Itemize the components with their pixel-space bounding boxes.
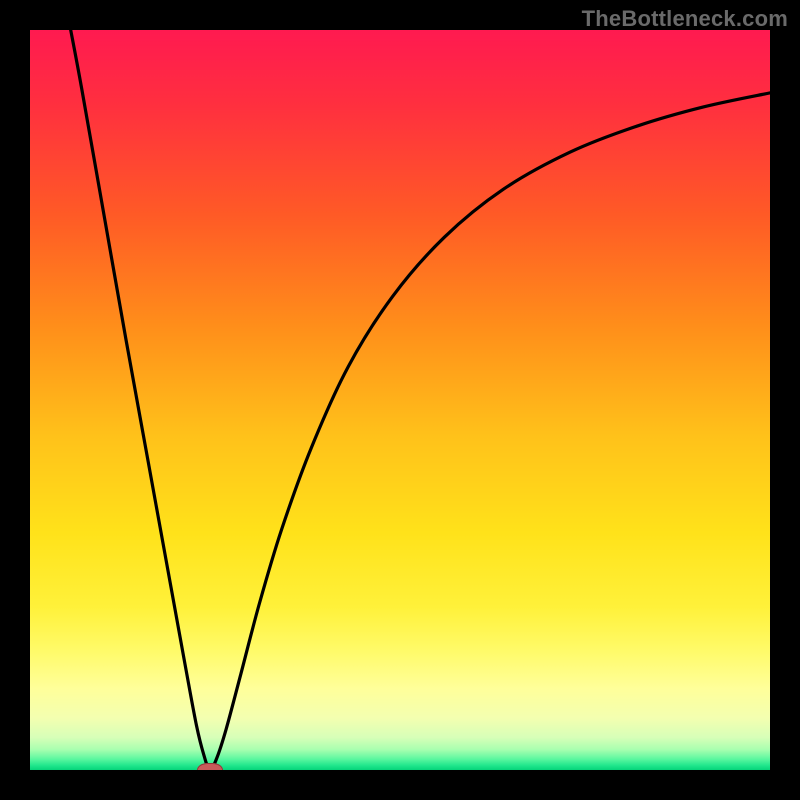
- plot-area: [30, 30, 770, 770]
- watermark-text: TheBottleneck.com: [582, 6, 788, 32]
- minimum-marker: [197, 763, 223, 770]
- chart-container: TheBottleneck.com: [0, 0, 800, 800]
- bottleneck-curve: [30, 30, 770, 770]
